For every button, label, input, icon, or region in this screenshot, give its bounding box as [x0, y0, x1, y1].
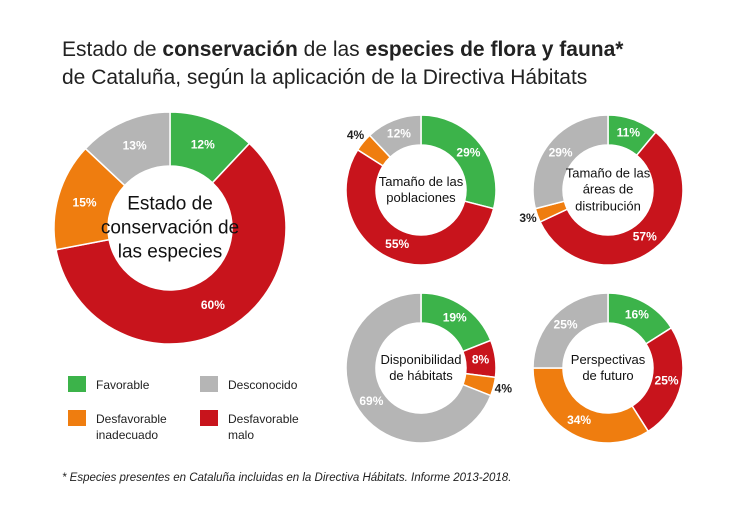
- value-label: 12%: [191, 137, 215, 151]
- title-segment: especies de flora y fauna*: [365, 38, 624, 61]
- donut-segment: [532, 114, 609, 210]
- value-label: 34%: [567, 413, 591, 427]
- donut-segment: [55, 142, 287, 345]
- center-label: Estado de conservación de las especies: [100, 193, 240, 262]
- center-label: Perspectivas de futuro: [570, 351, 646, 383]
- value-label: 55%: [385, 237, 409, 251]
- title-segment: de Cataluña, según la aplicación de la D…: [62, 66, 588, 89]
- legend-label: Favorable: [96, 378, 150, 392]
- value-label: 25%: [655, 373, 679, 387]
- legend-label: Desconocido: [228, 378, 298, 392]
- value-label: 15%: [73, 195, 97, 209]
- title-segment: Estado de: [62, 38, 163, 61]
- footnote: * Especies presentes en Cataluña incluid…: [62, 472, 512, 484]
- donut-segment: [532, 292, 609, 369]
- legend-swatch: [200, 410, 218, 426]
- donut-segment: [368, 114, 422, 159]
- donut-segment: [84, 111, 171, 187]
- legend-swatch: [68, 376, 86, 392]
- value-label: 25%: [554, 318, 578, 332]
- value-label: 19%: [443, 311, 467, 325]
- title-segment: de las: [297, 38, 366, 61]
- value-label: 16%: [625, 308, 649, 322]
- legend-swatch: [68, 410, 86, 426]
- title-segment: conservación: [162, 38, 298, 61]
- value-label: 4%: [495, 381, 513, 395]
- center-label: Disponibilidad de hábitats: [380, 351, 462, 383]
- value-label: 4%: [347, 128, 365, 142]
- donut-segment: [532, 367, 650, 444]
- value-label: 29%: [549, 145, 573, 159]
- value-label: 29%: [456, 145, 480, 159]
- value-label: 12%: [387, 126, 411, 140]
- value-label: 69%: [359, 394, 383, 408]
- value-label: 8%: [472, 353, 490, 367]
- center-label: Tamaño de las poblaciones: [378, 173, 464, 205]
- title: Estado de conservación de las especies d…: [62, 36, 623, 92]
- donut-segment: [539, 131, 684, 266]
- title-line: de Cataluña, según la aplicación de la D…: [62, 64, 623, 92]
- value-label: 57%: [633, 230, 657, 244]
- legend-label: Desfavorable malo: [228, 412, 299, 442]
- value-label: 11%: [617, 126, 641, 140]
- value-label: 13%: [123, 138, 147, 152]
- donut-segment: [345, 148, 495, 266]
- title-line: Estado de conservación de las especies d…: [62, 36, 623, 64]
- legend-swatch: [200, 376, 218, 392]
- legend-label: Desfavorable inadecuado: [96, 412, 167, 442]
- center-label: Tamaño de las áreas de distribución: [565, 165, 651, 214]
- value-label: 60%: [201, 298, 225, 312]
- value-label: 3%: [519, 211, 537, 225]
- donut-segment: [345, 292, 492, 444]
